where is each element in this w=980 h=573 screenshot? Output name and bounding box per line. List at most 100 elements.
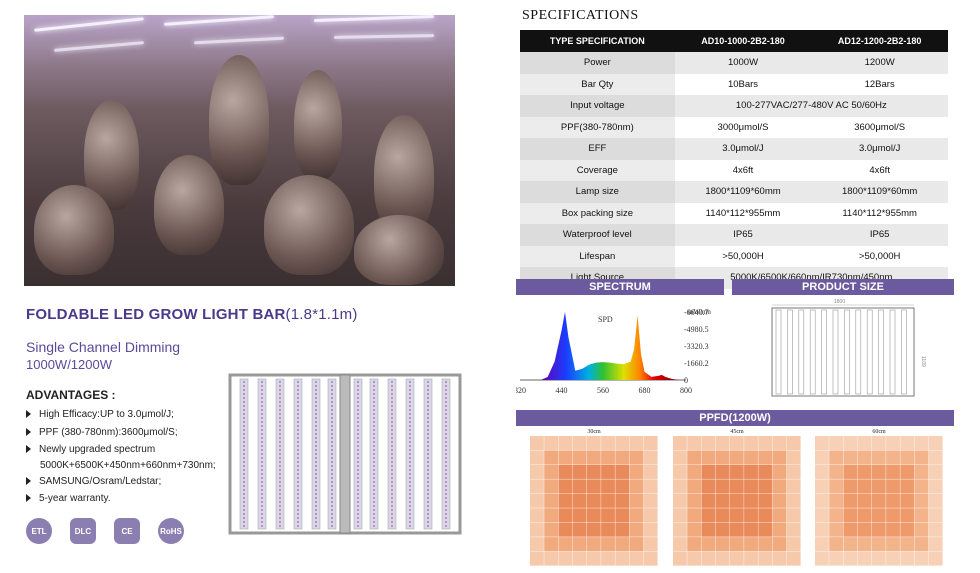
ppfd-cell	[615, 522, 630, 537]
ppfd-cell	[928, 436, 943, 451]
ppfd-cell	[815, 522, 829, 537]
ppfd-cell	[558, 551, 573, 566]
ppfd-cell	[701, 522, 716, 537]
ppfd-cell	[886, 508, 900, 523]
spec-header: AD12-1200-2B2-180	[811, 30, 948, 52]
grow-light-strip	[54, 41, 144, 52]
spectrum-section-bar: SPECTRUM	[516, 279, 724, 295]
x-tick-label: 440	[556, 386, 568, 395]
ppfd-cell	[886, 450, 900, 465]
ppfd-cell	[715, 508, 730, 523]
spec-row: Power 1000W 1200W	[520, 52, 948, 74]
spec-header: AD10-1000-2B2-180	[674, 30, 812, 52]
dlc-cert-icon: DLC	[70, 518, 96, 544]
ppfd-cell	[815, 551, 829, 566]
ppfd-cell	[673, 450, 687, 465]
spec-row: Lifespan >50,000H >50,000H	[520, 245, 948, 267]
ppfd-heatmap	[530, 436, 658, 566]
plant-bud	[264, 175, 354, 275]
ppfd-cell	[701, 464, 716, 479]
ppfd-cell	[871, 464, 886, 479]
ppfd-cell	[530, 537, 544, 552]
drawing-bar	[775, 309, 782, 395]
spec-label: Input voltage	[520, 95, 675, 117]
ppfd-cell	[900, 537, 915, 552]
ppfd-cell	[615, 450, 630, 465]
spec-value: 4x6ft	[811, 159, 948, 181]
ppfd-cell	[857, 464, 872, 479]
ppfd-cell	[815, 479, 829, 494]
ppfd-cell	[673, 551, 687, 566]
spec-value: 1800*1109*60mm	[811, 181, 948, 203]
ppfd-cell	[886, 464, 900, 479]
ppfd-cell	[544, 493, 559, 508]
ppfd-cell	[673, 537, 687, 552]
ppfd-cell	[772, 537, 787, 552]
ppfd-cell	[701, 450, 716, 465]
ppfd-cell	[643, 479, 658, 494]
ppfd-cell	[643, 436, 658, 451]
ppfd-cell	[530, 508, 544, 523]
ppfd-cell	[586, 537, 601, 552]
ppfd-cell	[715, 493, 730, 508]
ppfd-cell	[772, 508, 787, 523]
ppfd-cell	[871, 493, 886, 508]
ppfd-cell	[843, 537, 858, 552]
product-title-size: (1.8*1.1m)	[285, 306, 358, 323]
ppfd-cell	[758, 493, 773, 508]
ppfd-cell	[673, 522, 687, 537]
ppfd-cell	[687, 551, 702, 566]
ppfd-cell	[643, 450, 658, 465]
product-size-drawing: 1800 1109	[771, 299, 926, 397]
spec-value: 1140*112*955mm	[811, 202, 948, 224]
ppfd-cell	[615, 551, 630, 566]
ppfd-cell	[673, 508, 687, 523]
spec-value: >50,000H	[674, 245, 812, 267]
specifications-title: SPECIFICATIONS	[522, 8, 639, 23]
spec-label: EFF	[520, 138, 675, 160]
ppfd-cell	[558, 450, 573, 465]
ppfd-grid-45cm: 45cm	[673, 429, 801, 566]
ppfd-cell	[673, 479, 687, 494]
ppfd-cell	[815, 537, 829, 552]
advantage-text: SAMSUNG/Osram/Ledstar;	[39, 476, 162, 487]
spec-row: Lamp size 1800*1109*60mm 1800*1109*60mm	[520, 181, 948, 203]
ppfd-cell	[530, 522, 544, 537]
x-tick-labels: 320 440 560 680 800	[516, 386, 692, 395]
ppfd-cell	[601, 436, 615, 451]
bullet-arrow-icon	[26, 410, 31, 419]
spec-value: 12Bars	[811, 73, 948, 95]
product-title: FOLDABLE LED GROW LIGHT BAR(1.8*1.1m)	[26, 306, 358, 323]
ppfd-cell	[786, 493, 801, 508]
spec-value: 3000μmol/S	[674, 116, 812, 138]
ppfd-cell	[530, 479, 544, 494]
ppfd-cell	[586, 551, 601, 566]
ppfd-cell	[744, 450, 758, 465]
ppfd-cell	[601, 508, 615, 523]
ppfd-cell	[914, 493, 929, 508]
ppfd-cell	[643, 464, 658, 479]
ppfd-cell	[701, 436, 716, 451]
ppfd-cell	[729, 450, 744, 465]
ppfd-cell	[900, 450, 915, 465]
height-dimension-label: 1109	[920, 356, 926, 367]
spec-value: 3.0μmol/J	[811, 138, 948, 160]
ppfd-cell	[629, 551, 644, 566]
x-tick-label: 680	[639, 386, 651, 395]
ppfd-cell	[857, 479, 872, 494]
ppfd-cell	[843, 436, 858, 451]
ppfd-cell	[772, 551, 787, 566]
spec-row: PPF(380-780nm) 3000μmol/S 3600μmol/S	[520, 116, 948, 138]
ppfd-cell	[572, 464, 587, 479]
ppfd-cell	[643, 551, 658, 566]
ppfd-cell	[687, 436, 702, 451]
ppfd-cell	[687, 522, 702, 537]
drawing-bar	[901, 309, 907, 395]
advantages-heading: ADVANTAGES :	[26, 388, 116, 402]
ppfd-cell	[744, 551, 758, 566]
plant-bud	[354, 215, 444, 285]
spec-value: 4x6ft	[674, 159, 812, 181]
ppfd-cell	[586, 450, 601, 465]
ppfd-cell	[772, 464, 787, 479]
x-tick-label: 320	[516, 386, 526, 395]
